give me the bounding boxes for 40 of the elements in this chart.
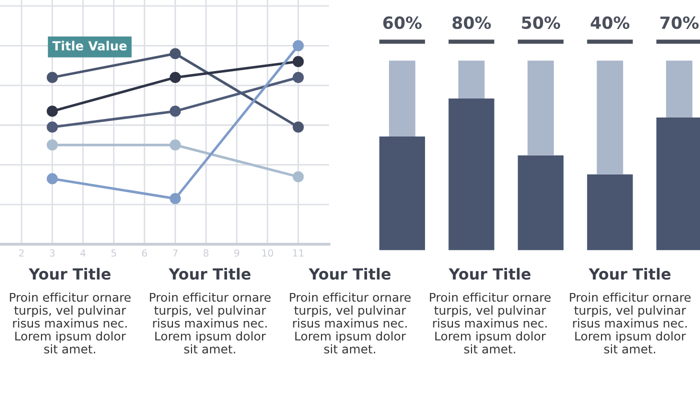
text: Proin efficitur ornare turpis, vel pulvinar risus maximus nec. Lorem ipsum dolor sit amet.	[10, 292, 131, 354]
point	[46, 122, 58, 133]
data-label: 70%	[660, 16, 699, 29]
point	[292, 72, 304, 84]
point	[46, 173, 58, 184]
bar	[528, 60, 554, 156]
point	[170, 106, 181, 117]
text: Your Title	[28, 268, 110, 280]
data-label: 80%	[452, 16, 491, 29]
point	[170, 193, 181, 204]
text: Your Title	[308, 268, 390, 280]
point	[292, 40, 304, 52]
text: Your Title	[448, 268, 530, 280]
text: Your Title	[588, 268, 670, 280]
bar	[666, 60, 692, 118]
text: Your Title	[168, 268, 250, 280]
bar	[518, 155, 564, 250]
text: Proin efficitur ornare turpis, vel pulvinar risus maximus nec. Lorem ipsum dolor sit amet.	[150, 292, 271, 354]
bar	[389, 60, 416, 136]
point	[46, 139, 58, 151]
point	[170, 139, 181, 151]
bar	[587, 174, 633, 250]
point	[292, 56, 304, 68]
bar	[379, 136, 426, 250]
bar	[596, 60, 624, 174]
data-label: 40%	[590, 16, 630, 29]
data-label: 50%	[522, 16, 560, 29]
text: Proin efficitur ornare turpis, vel pulvinar risus maximus nec. Lorem ipsum dolor sit amet.	[290, 292, 411, 354]
text: Proin efficitur ornare turpis, vel pulvinar risus maximus nec. Lorem ipsum dolor sit amet.	[430, 292, 551, 354]
data-label: 60%	[383, 16, 422, 29]
annotation: Title Value	[52, 40, 127, 51]
point	[46, 106, 58, 117]
point	[292, 171, 304, 182]
point	[292, 122, 304, 133]
point	[46, 72, 58, 84]
text: Proin efficitur ornare turpis, vel pulvinar risus maximus nec. Lorem ipsum dolor sit amet.	[570, 292, 691, 354]
bar	[448, 98, 494, 250]
point	[170, 48, 181, 60]
bar	[458, 60, 485, 99]
point	[170, 72, 181, 84]
